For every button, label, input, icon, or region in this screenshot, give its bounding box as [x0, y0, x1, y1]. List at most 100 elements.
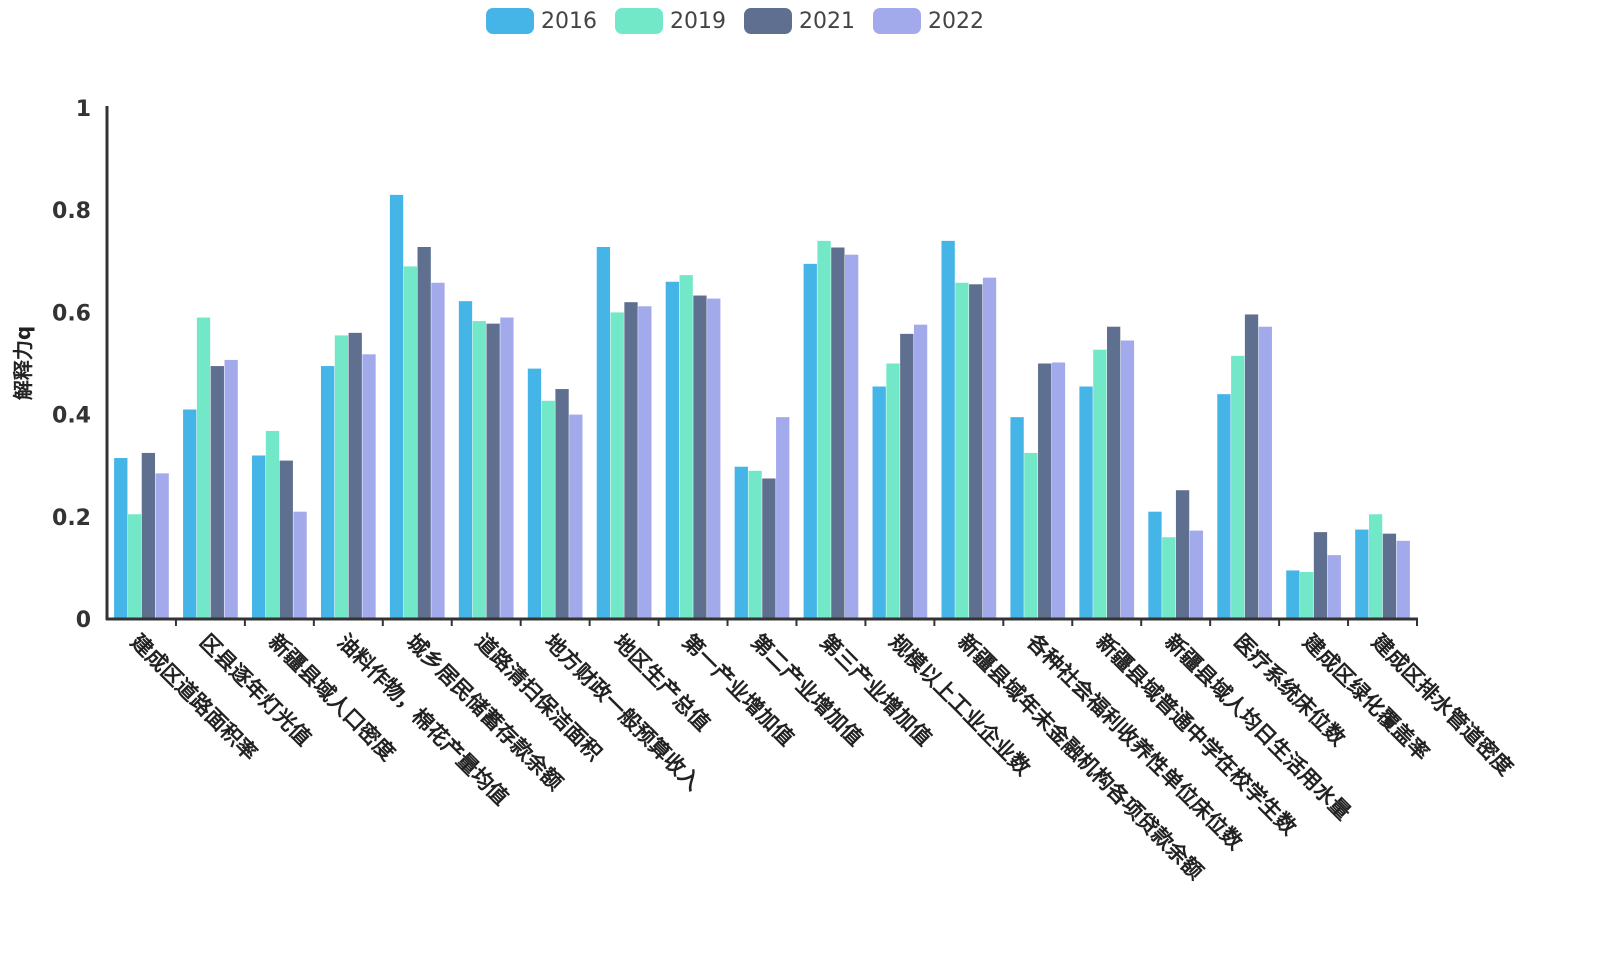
bar-2021[interactable]: [693, 295, 707, 619]
y-axis: 0 0.2 0.4 0.6 0.8 1: [52, 97, 109, 633]
bar-2016[interactable]: [1286, 570, 1300, 619]
legend-swatch: [873, 8, 921, 34]
legend-item[interactable]: 2016: [486, 8, 597, 34]
bar-2021[interactable]: [1106, 326, 1121, 619]
bar-2022[interactable]: [1396, 540, 1410, 619]
bar-2022[interactable]: [569, 414, 583, 619]
bar-2022[interactable]: [913, 324, 928, 619]
bar-2016[interactable]: [389, 194, 404, 619]
x-tick-label: 道路清扫保洁面积: [471, 630, 607, 766]
bar-2021[interactable]: [348, 332, 362, 619]
bar-2019[interactable]: [196, 317, 211, 619]
bar-2022[interactable]: [1258, 326, 1272, 619]
bar-2021[interactable]: [762, 478, 776, 619]
bar-2016[interactable]: [1148, 511, 1162, 619]
y-tick-label: 0.8: [52, 199, 91, 224]
bar-2016[interactable]: [1355, 529, 1369, 619]
bar-2019[interactable]: [265, 430, 280, 619]
bar-2016[interactable]: [941, 240, 955, 620]
bar-2022[interactable]: [1120, 340, 1135, 620]
bar-2021[interactable]: [141, 452, 156, 619]
legend-swatch: [744, 8, 792, 34]
bar-2021[interactable]: [486, 323, 500, 619]
bar-2021[interactable]: [1175, 490, 1190, 619]
bar-2019[interactable]: [886, 363, 900, 620]
bar-2019[interactable]: [1162, 537, 1176, 619]
bar-2016[interactable]: [252, 455, 266, 619]
bar-2016[interactable]: [803, 263, 817, 619]
bar-2021[interactable]: [210, 366, 224, 619]
bar-2019[interactable]: [817, 240, 831, 620]
bar-2019[interactable]: [679, 275, 693, 619]
bar-2019[interactable]: [541, 400, 555, 619]
bar-2021[interactable]: [555, 389, 569, 619]
legend-label: 2021: [799, 9, 855, 34]
y-axis-label: 解释力q: [11, 326, 35, 400]
bar-2019[interactable]: [403, 266, 418, 619]
bar-2021[interactable]: [969, 284, 983, 619]
bar-2019[interactable]: [127, 514, 142, 619]
bar-2019[interactable]: [1300, 571, 1314, 619]
bar-2021[interactable]: [1038, 363, 1052, 620]
bar-2019[interactable]: [472, 321, 486, 619]
bar-2021[interactable]: [279, 460, 293, 619]
bar-2022[interactable]: [362, 354, 376, 619]
bar-2022[interactable]: [1327, 555, 1341, 620]
legend-label: 2016: [541, 9, 597, 34]
bar-2022[interactable]: [1051, 362, 1066, 619]
bar-2016[interactable]: [872, 386, 886, 620]
bar-2016[interactable]: [114, 458, 128, 619]
bar-2021[interactable]: [1382, 533, 1397, 619]
bar-2021[interactable]: [1313, 532, 1328, 619]
bar-2021[interactable]: [831, 247, 845, 620]
bar-2019[interactable]: [610, 312, 624, 619]
bar-2016[interactable]: [320, 366, 335, 619]
y-tick-label: 1: [76, 97, 91, 122]
legend: 2016 2019 2021 2022: [486, 8, 984, 34]
bar-2022[interactable]: [1189, 530, 1204, 619]
bar-2016[interactable]: [183, 409, 197, 619]
bar-2021[interactable]: [900, 333, 914, 619]
bar-2022[interactable]: [431, 282, 445, 619]
legend-item[interactable]: 2021: [744, 8, 855, 34]
bar-2019[interactable]: [334, 335, 349, 619]
bar-2019[interactable]: [748, 470, 762, 619]
bar-2021[interactable]: [1244, 314, 1259, 619]
legend-swatch: [615, 8, 663, 34]
bar-2022[interactable]: [982, 277, 997, 619]
bar-2022[interactable]: [707, 298, 721, 619]
bar-2019[interactable]: [1231, 355, 1245, 619]
bar-2019[interactable]: [1093, 349, 1107, 619]
bar-2016[interactable]: [1079, 386, 1093, 620]
bar-2016[interactable]: [1217, 394, 1231, 619]
bar-2022[interactable]: [638, 306, 652, 619]
bar-2021[interactable]: [417, 246, 431, 620]
bar-2016[interactable]: [1010, 417, 1024, 619]
bar-2019[interactable]: [955, 282, 969, 619]
legend-label: 2019: [670, 9, 726, 34]
bar-2019[interactable]: [1024, 452, 1038, 619]
bar-2021[interactable]: [624, 302, 638, 619]
bar-2016[interactable]: [734, 466, 748, 619]
legend-item[interactable]: 2022: [873, 8, 984, 34]
bar-2022[interactable]: [500, 317, 514, 619]
bar-2022[interactable]: [224, 359, 238, 619]
bars: [114, 194, 1410, 620]
bar-2016[interactable]: [527, 368, 542, 619]
bar-2019[interactable]: [1368, 514, 1383, 619]
bar-2022[interactable]: [845, 254, 859, 619]
x-axis: [106, 617, 1418, 626]
y-tick-label: 0.2: [52, 506, 91, 531]
legend-swatch: [486, 8, 534, 34]
legend-item[interactable]: 2019: [615, 8, 726, 34]
bar-2022[interactable]: [776, 417, 790, 619]
y-tick-label: 0.6: [52, 301, 91, 326]
bar-2016[interactable]: [596, 246, 611, 620]
bar-2022[interactable]: [293, 511, 307, 619]
y-tick-label: 0: [76, 608, 91, 633]
bar-2016[interactable]: [665, 281, 679, 619]
x-tick-labels: 建成区道路面积率区县逐年灯光值新疆县域人口密度油料作物，棉花产量均值城乡居民储蓄…: [126, 629, 1518, 884]
bar-2016[interactable]: [458, 301, 473, 619]
bar-2022[interactable]: [155, 473, 169, 619]
y-tick-label: 0.4: [52, 404, 91, 429]
